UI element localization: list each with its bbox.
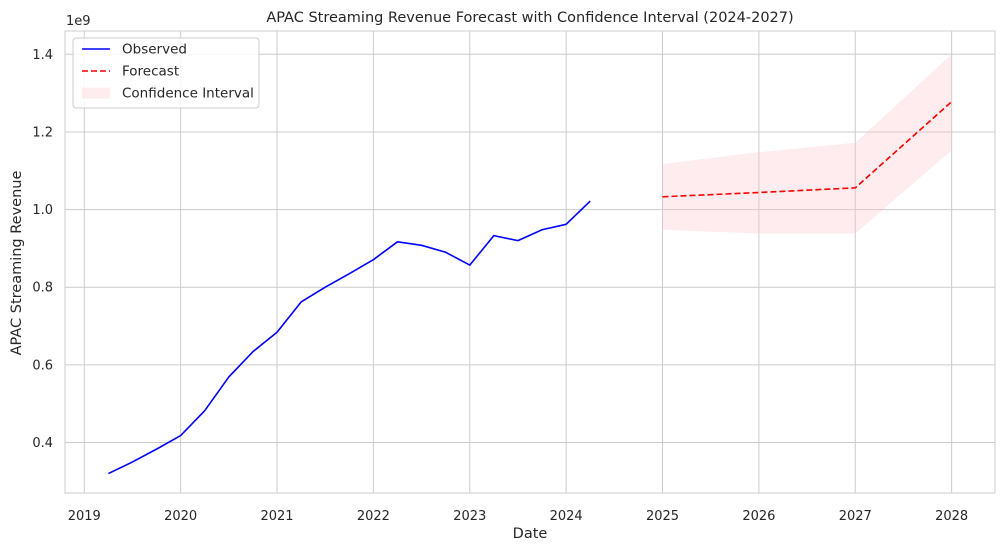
x-tick-label: 2022	[357, 509, 390, 524]
legend-label: Observed	[122, 42, 187, 58]
x-axis-label: Date	[513, 526, 548, 542]
x-tick-label: 2024	[550, 509, 583, 524]
y-tick-label: 0.4	[32, 436, 53, 451]
y-axis-label: APAC Streaming Revenue	[9, 171, 25, 356]
observed-line	[108, 200, 591, 475]
x-tick-label: 2027	[839, 509, 872, 524]
x-tick-label: 2021	[260, 509, 293, 524]
grid	[65, 31, 995, 493]
x-tick-label: 2028	[935, 509, 968, 524]
plot-frame	[64, 30, 996, 494]
x-tick-label: 2023	[453, 509, 486, 524]
confidence-band-layer	[662, 54, 952, 234]
legend: Observed Forecast Confidence Interval	[72, 37, 260, 109]
x-tick-label: 2025	[646, 509, 679, 524]
y-offset-label: 1e9	[66, 14, 91, 29]
legend-box	[72, 37, 260, 109]
y-tick-label: 0.8	[32, 281, 53, 296]
chart-title: APAC Streaming Revenue Forecast with Con…	[266, 10, 793, 26]
x-tick-label: 2026	[742, 509, 775, 524]
x-tick-label: 2019	[68, 509, 101, 524]
y-tick-labels: 0.4 0.6 0.8 1.0 1.2 1.4	[32, 48, 53, 451]
x-tick-labels: 2019 2020 2021 2022 2023 2024 2025 2026 2027 2028	[68, 509, 968, 524]
legend-label: Confidence Interval	[122, 86, 254, 102]
legend-swatch-band	[82, 87, 110, 99]
y-tick-label: 1.4	[32, 48, 53, 63]
series-layer	[108, 101, 953, 475]
y-tick-label: 0.6	[32, 358, 53, 373]
y-tick-label: 1.0	[32, 203, 53, 218]
x-tick-label: 2020	[164, 509, 197, 524]
legend-label: Forecast	[122, 64, 179, 80]
forecast-line	[662, 101, 953, 198]
confidence-interval-band	[662, 54, 952, 234]
y-tick-label: 1.2	[32, 125, 53, 140]
